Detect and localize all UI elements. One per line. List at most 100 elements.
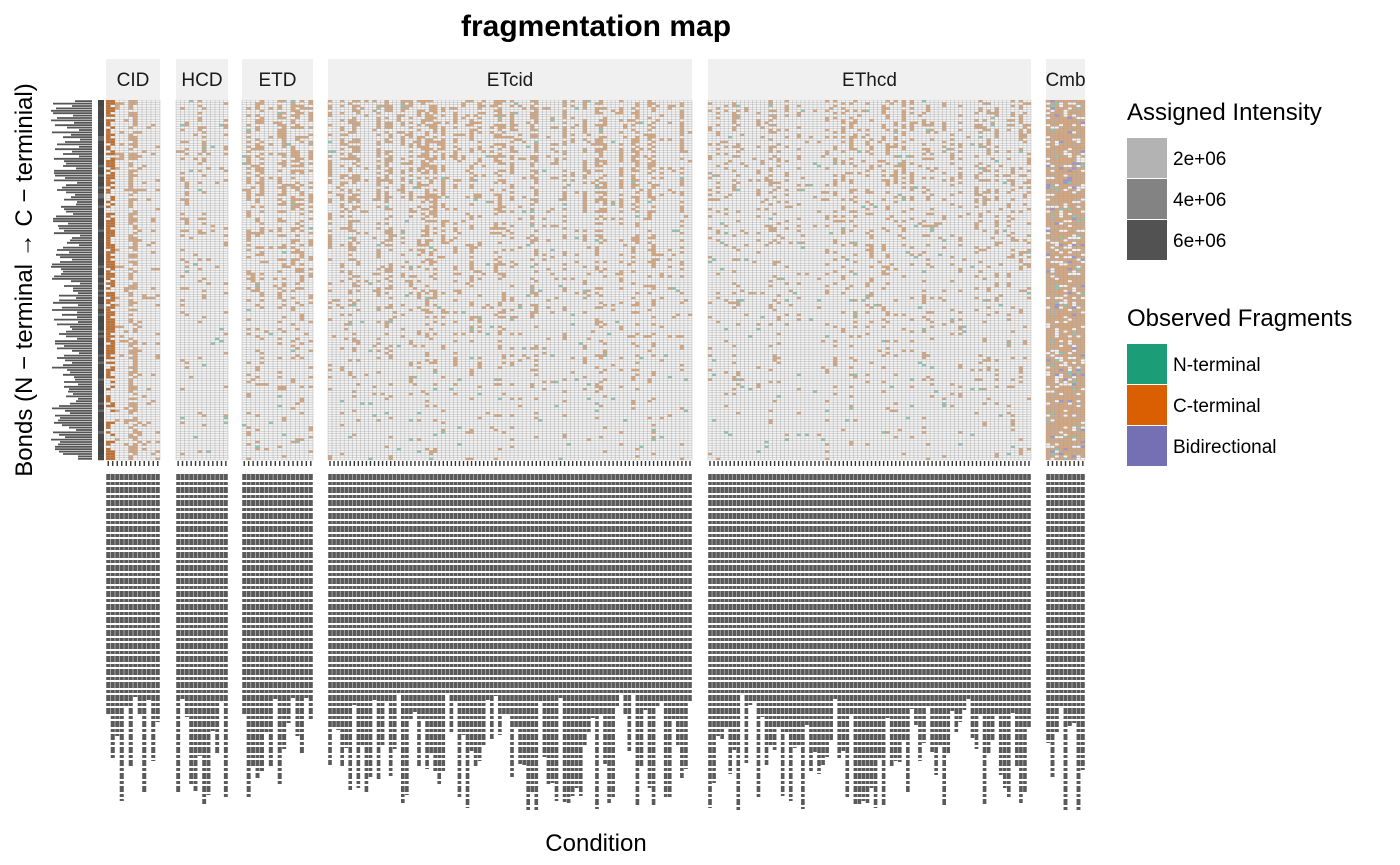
heatmap-cell <box>380 104 385 108</box>
heatmap-cell <box>429 124 434 127</box>
heatmap-cell <box>958 392 963 396</box>
heatmap-cell <box>110 342 115 345</box>
heatmap-cell <box>376 371 381 374</box>
heatmap-cell <box>635 236 640 240</box>
heatmap-cell <box>772 114 777 117</box>
heatmap-cell <box>1018 450 1023 453</box>
heatmap-cell <box>299 164 305 168</box>
heatmap-cell <box>921 289 927 292</box>
heatmap-cell <box>926 258 931 261</box>
heatmap-cell <box>184 191 189 194</box>
heatmap-cell <box>639 188 644 192</box>
heatmap-cell <box>631 169 636 172</box>
heatmap-cell <box>1050 212 1055 216</box>
heatmap-cell <box>340 140 345 144</box>
heatmap-cell <box>421 212 426 216</box>
heatmap-cell <box>825 100 830 103</box>
heatmap-cell <box>796 104 801 108</box>
heatmap-cell <box>277 176 282 180</box>
heatmap-cell <box>133 328 138 331</box>
heatmap-cell <box>812 224 818 228</box>
heatmap-cell <box>119 335 124 338</box>
heatmap-cell <box>290 356 296 360</box>
intensity-cell <box>98 102 104 105</box>
heatmap-cell <box>295 203 300 206</box>
heatmap-cell <box>384 323 389 326</box>
heatmap-cell <box>849 395 854 398</box>
heatmap-cell <box>857 335 862 338</box>
heatmap-cell <box>469 203 474 206</box>
heatmap-cell <box>841 220 846 223</box>
heatmap-cell <box>901 349 906 352</box>
heatmap-cell <box>277 169 282 172</box>
heatmap-cell <box>340 128 345 132</box>
heatmap-cell <box>376 121 381 124</box>
heatmap-cell <box>133 419 138 422</box>
heatmap-cell <box>917 222 922 225</box>
heatmap-cell <box>724 371 729 374</box>
heatmap-cell <box>1006 220 1011 223</box>
heatmap-cell <box>1046 416 1051 420</box>
heatmap-cell <box>1046 289 1051 292</box>
heatmap-cell <box>328 155 333 158</box>
heatmap-cell <box>425 145 430 148</box>
heatmap-cell <box>635 184 640 187</box>
heatmap-cell <box>921 124 927 127</box>
heatmap-cell <box>133 349 138 352</box>
heatmap-cell <box>453 179 458 182</box>
heatmap-cell <box>128 162 133 165</box>
heatmap-cell <box>619 385 624 388</box>
heatmap-cell <box>441 145 446 148</box>
intensity-cell <box>98 340 104 343</box>
heatmap-cell <box>647 284 652 288</box>
heatmap-cell <box>594 323 599 326</box>
heatmap-cell <box>530 287 535 290</box>
heatmap-cell <box>1050 448 1055 451</box>
heatmap-cell <box>180 287 185 290</box>
heatmap-cell <box>825 272 830 276</box>
heatmap-cell <box>133 428 138 432</box>
heatmap-cell <box>441 107 446 110</box>
heatmap-cell <box>841 160 846 163</box>
heatmap-cell <box>913 186 918 189</box>
heatmap-cell <box>133 191 138 194</box>
heatmap-cell <box>246 287 251 290</box>
heatmap-cell <box>210 229 215 232</box>
heatmap-cell <box>133 347 138 350</box>
heatmap-cell <box>639 121 644 124</box>
heatmap-cell <box>453 280 458 283</box>
heatmap-cell <box>909 318 914 321</box>
heatmap-cell <box>885 107 890 110</box>
heatmap-cell <box>708 256 713 259</box>
heatmap-cell <box>534 148 539 151</box>
heatmap-cell <box>328 388 333 391</box>
heatmap-cell <box>388 287 393 290</box>
heatmap-cell <box>530 234 535 237</box>
heatmap-cell <box>921 431 927 434</box>
heatmap-cell <box>384 200 389 204</box>
heatmap-cell <box>128 179 133 182</box>
heatmap-cell <box>388 395 393 398</box>
heatmap-cell <box>352 258 357 261</box>
heatmap-cell <box>845 109 850 112</box>
intensity-cell <box>98 272 104 276</box>
heatmap-cell <box>376 256 381 259</box>
heatmap-cell <box>724 212 729 216</box>
heatmap-cell <box>453 126 458 129</box>
heatmap-cell <box>477 193 482 196</box>
heatmap-cell <box>724 109 729 112</box>
heatmap-cell <box>110 126 115 129</box>
heatmap-cell <box>833 148 838 151</box>
heatmap-cell <box>982 388 987 391</box>
heatmap-cell <box>586 169 591 172</box>
heatmap-cell <box>893 436 898 439</box>
heatmap-cell <box>308 232 313 235</box>
heatmap-cell <box>412 287 417 290</box>
heatmap-cell <box>982 200 987 204</box>
heatmap-cell <box>736 124 741 127</box>
heatmap-cell <box>930 296 935 300</box>
heatmap-cell <box>469 128 474 132</box>
heatmap-cell <box>1010 100 1015 103</box>
heatmap-cell <box>176 150 181 153</box>
heatmap-cell <box>788 304 793 307</box>
